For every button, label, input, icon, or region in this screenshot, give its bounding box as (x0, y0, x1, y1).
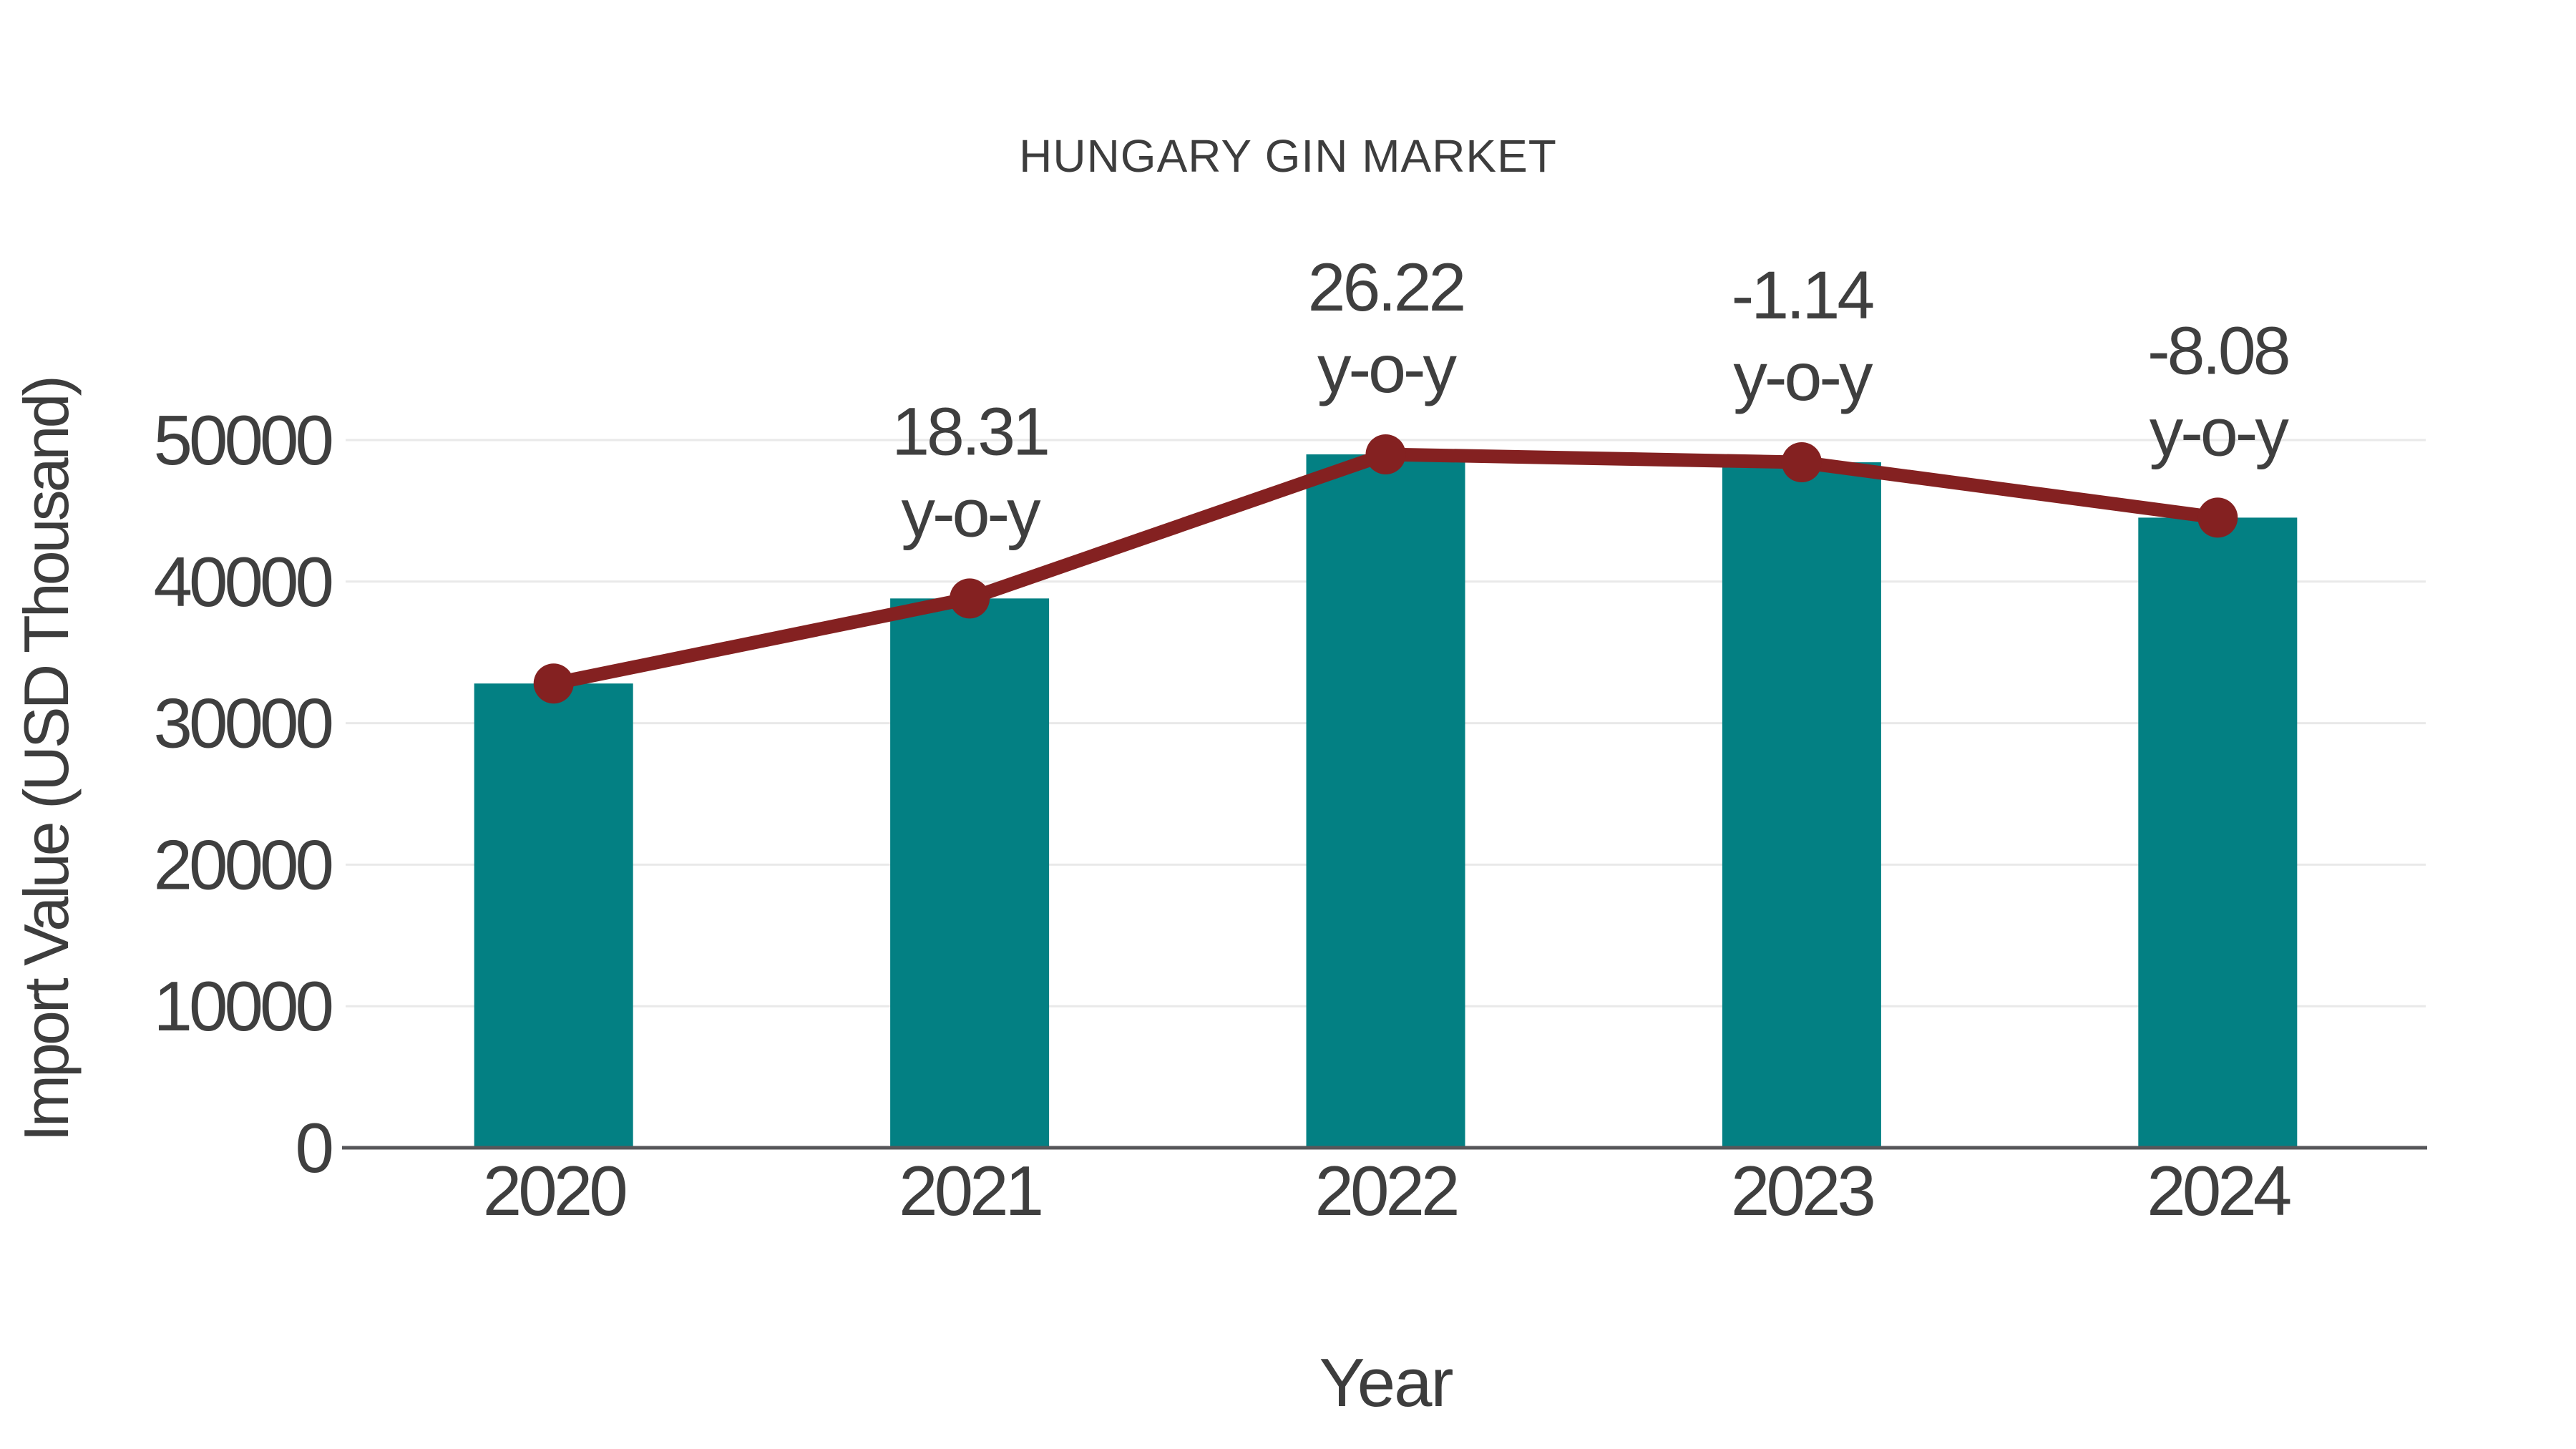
x-tick-label-2020: 2020 (483, 1151, 626, 1230)
bar-2023 (1722, 462, 1881, 1148)
yoy-marker-2021 (950, 578, 990, 619)
bar-2020 (474, 683, 633, 1148)
y-tick-label-20000: 20000 (153, 825, 331, 904)
chart-title: HUNGARY GIN MARKET (1019, 130, 1557, 182)
y-tick-label-50000: 50000 (153, 401, 331, 479)
yoy-marker-2022 (1365, 434, 1406, 474)
annotation-value-2021: 18.31 (892, 394, 1048, 469)
annotation-suffix-2022: y-o-y (1317, 331, 1458, 407)
bar-2022 (1306, 454, 1465, 1148)
x-tick-label-2022: 2022 (1314, 1151, 1457, 1230)
x-axis-title: Year (1319, 1345, 1453, 1421)
x-tick-label-2023: 2023 (1731, 1151, 1874, 1230)
annotation-value-2024: -8.08 (2147, 313, 2288, 389)
x-tick-label-2024: 2024 (2147, 1151, 2290, 1230)
annotation-value-2023: -1.14 (1732, 258, 1874, 333)
bar-2021 (890, 598, 1050, 1148)
x-tick-label-2021: 2021 (899, 1151, 1041, 1230)
y-axis-title: Import Value (USD Thousand) (11, 378, 82, 1142)
y-tick-label-30000: 30000 (153, 684, 331, 763)
yoy-marker-2024 (2197, 497, 2238, 538)
y-tick-label-10000: 10000 (153, 967, 331, 1045)
bar-2024 (2138, 517, 2298, 1148)
annotation-suffix-2021: y-o-y (902, 475, 1042, 551)
y-tick-label-40000: 40000 (153, 542, 331, 621)
yoy-marker-2020 (533, 663, 574, 704)
yoy-marker-2023 (1781, 442, 1822, 483)
y-tick-label-0: 0 (295, 1108, 331, 1187)
annotation-value-2022: 26.22 (1308, 250, 1464, 326)
annotation-suffix-2023: y-o-y (1733, 339, 1873, 415)
annotation-suffix-2024: y-o-y (2150, 394, 2290, 470)
